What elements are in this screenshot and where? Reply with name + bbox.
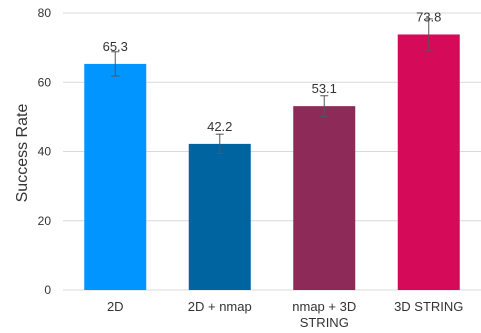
y-tick-label: 60 (38, 75, 52, 89)
x-tick-label: 3D STRING (394, 299, 463, 314)
data-label: 42.2 (207, 119, 232, 134)
bar (293, 106, 356, 290)
data-label: 65.3 (103, 39, 128, 54)
error-bar (111, 51, 120, 77)
error-bar (320, 95, 329, 118)
x-axis-ticks: 2D 2D + nmap nmap + 3D STRING 3D STRING (107, 299, 463, 330)
y-tick-label: 20 (38, 214, 52, 228)
bar (84, 63, 147, 291)
data-label: 53.1 (312, 81, 337, 96)
y-tick-label: 80 (38, 6, 52, 20)
y-axis-ticks: 0 20 40 60 80 (38, 6, 52, 297)
error-bars (111, 18, 433, 155)
x-tick-label: 2D (107, 299, 124, 314)
bar (397, 34, 460, 290)
bars (84, 34, 460, 291)
error-bar (424, 18, 433, 51)
x-tick-label: nmap + 3D STRING (292, 299, 356, 330)
bar (188, 143, 251, 290)
y-tick-label: 0 (44, 283, 51, 297)
data-label: 73.8 (416, 9, 441, 24)
data-labels: 65.3 42.2 53.1 73.8 (103, 9, 442, 133)
y-axis-title: Success Rate (14, 104, 31, 203)
error-bar (215, 133, 224, 155)
y-tick-label: 40 (38, 145, 52, 159)
x-tick-label: 2D + nmap (188, 299, 252, 314)
